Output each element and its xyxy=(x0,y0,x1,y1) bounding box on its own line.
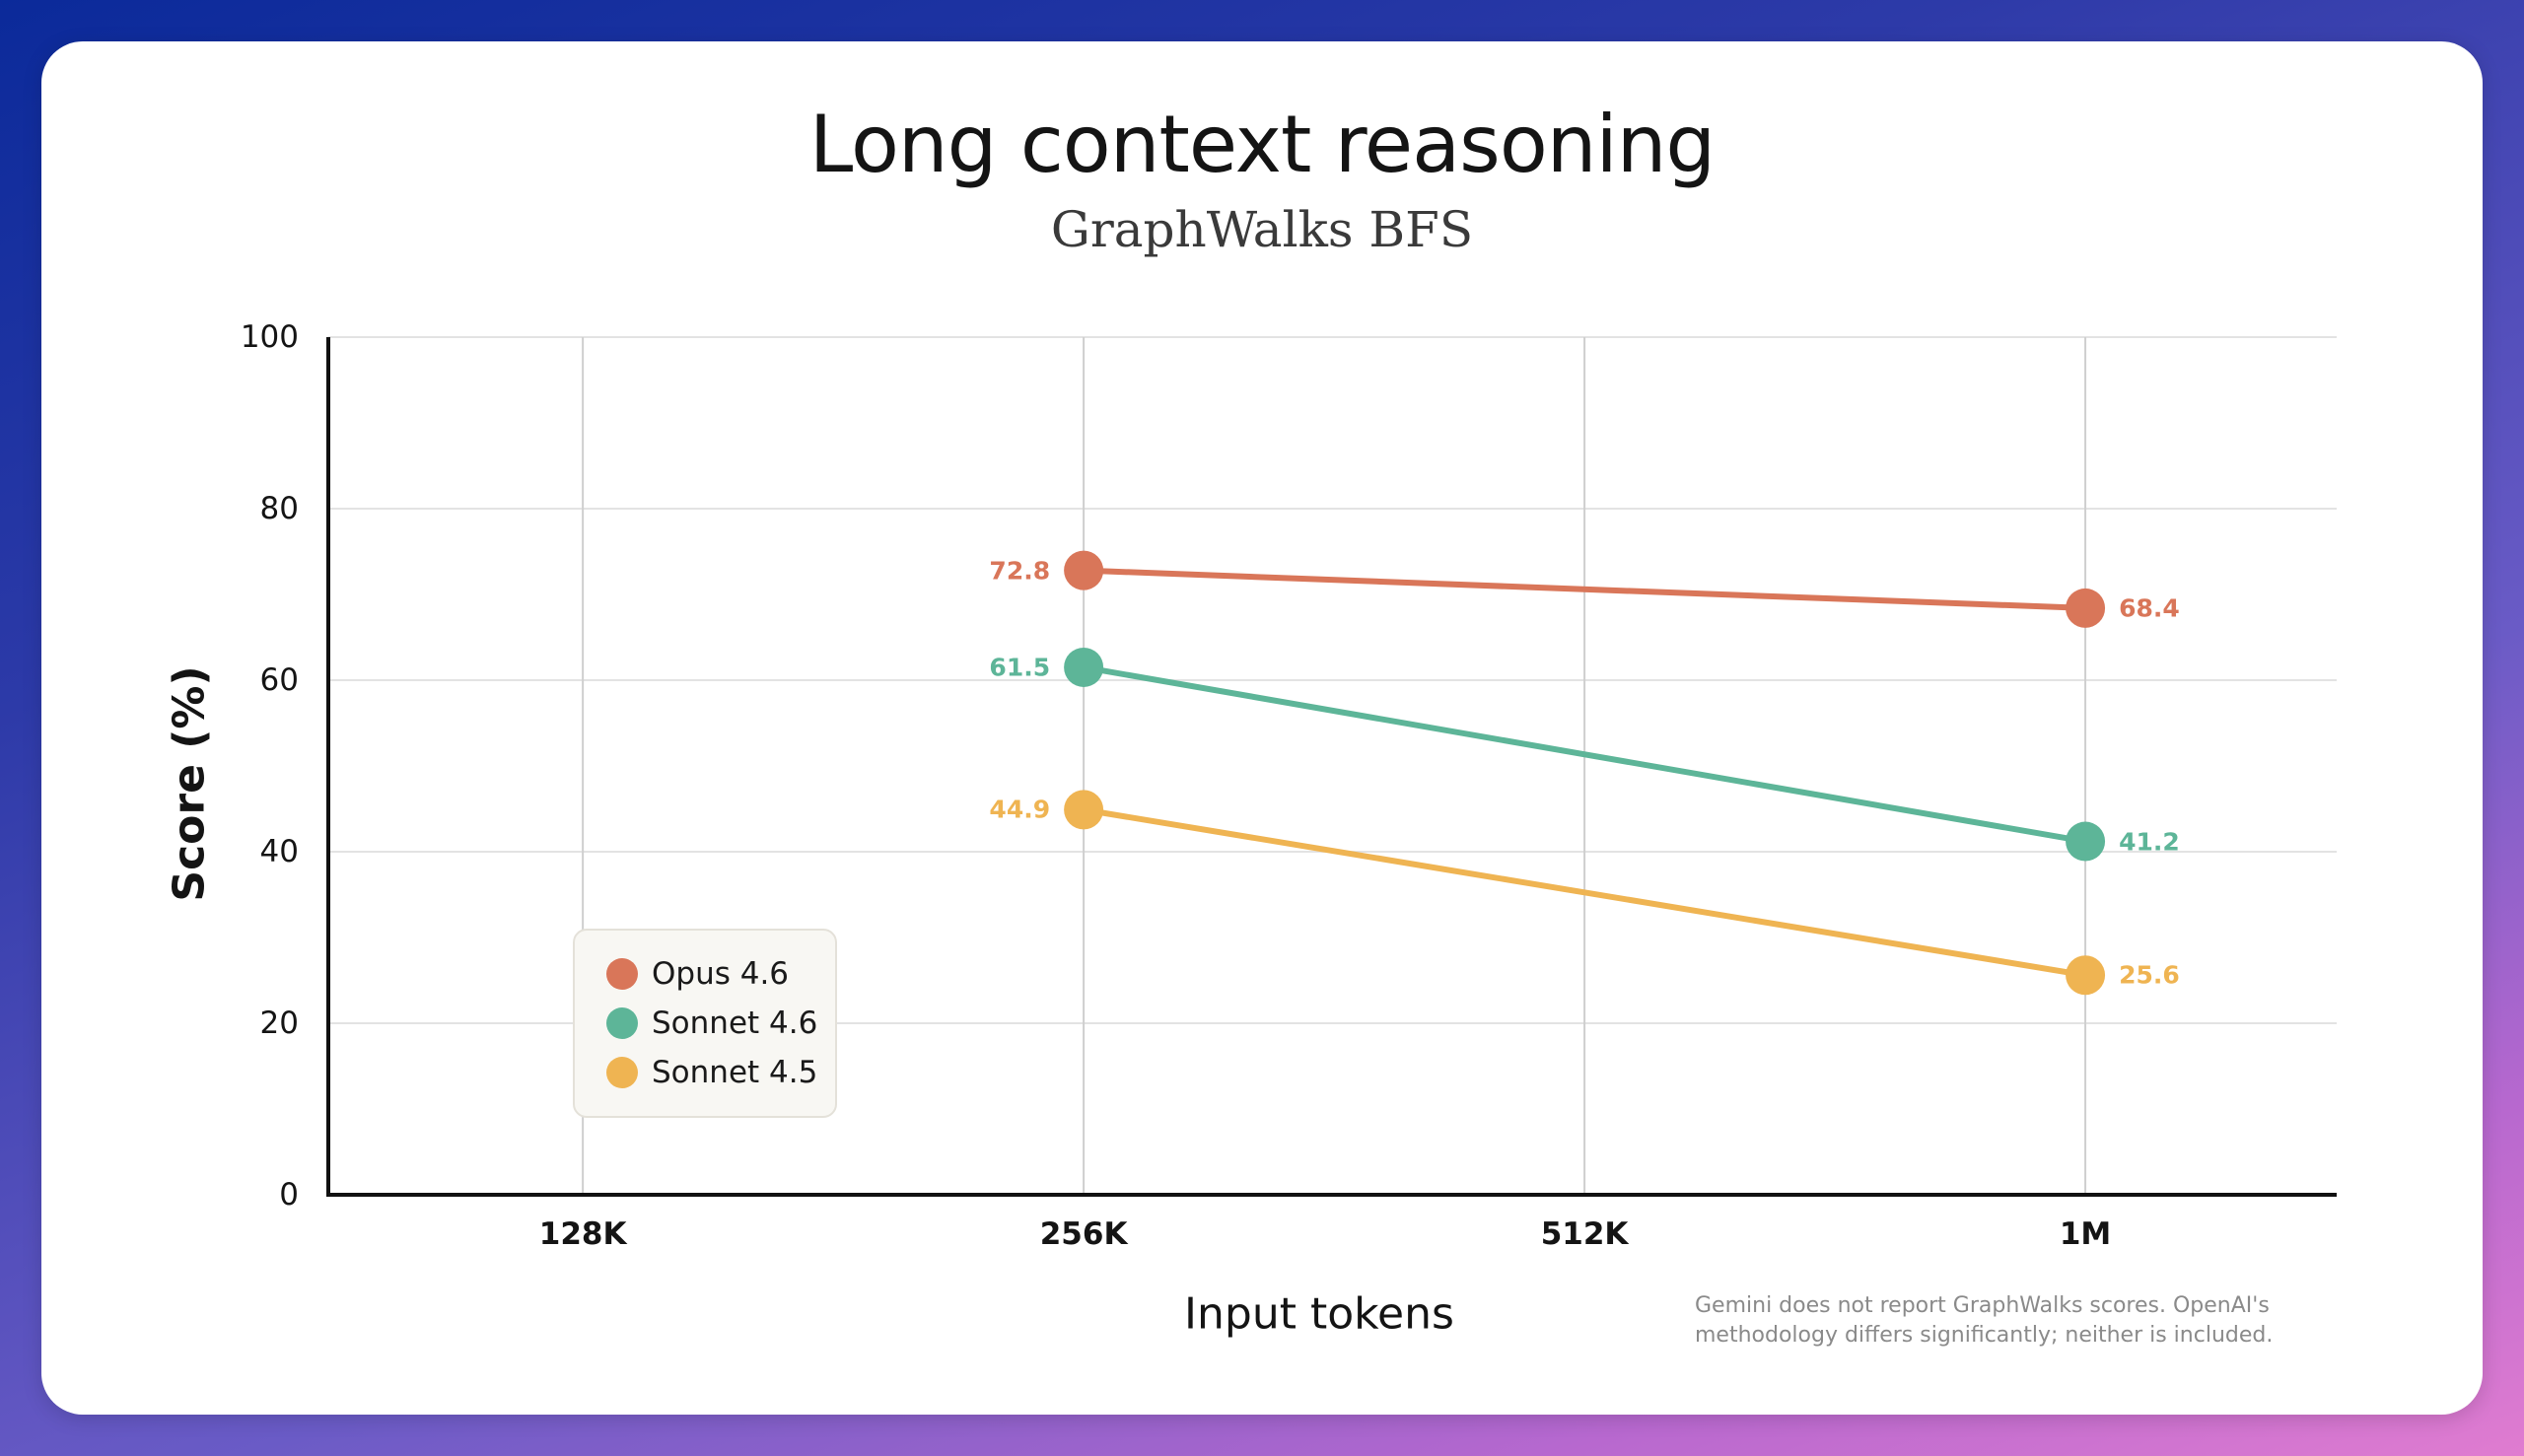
data-label: 72.8 xyxy=(989,556,1051,586)
series-line xyxy=(1081,806,2089,979)
legend-label: Sonnet 4.5 xyxy=(652,1055,818,1090)
x-tick-label: 1M xyxy=(2059,1216,2112,1252)
legend-marker-opus-4-6 xyxy=(606,958,638,990)
data-label: 25.6 xyxy=(2119,960,2180,990)
chart-subtitle: GraphWalks BFS xyxy=(1050,201,1474,258)
data-label: 44.9 xyxy=(989,795,1051,824)
y-tick-label: 80 xyxy=(259,491,299,526)
data-point xyxy=(2066,588,2106,628)
y-tick-label: 60 xyxy=(259,662,299,698)
data-point xyxy=(2066,821,2106,862)
data-point xyxy=(1064,790,1104,830)
series-line xyxy=(1081,567,2089,611)
y-tick-label: 40 xyxy=(259,834,299,869)
footnote: Gemini does not report GraphWalks scores… xyxy=(1695,1293,2274,1348)
legend-marker-sonnet-4-6 xyxy=(606,1007,638,1039)
chart-title: Long context reasoning xyxy=(808,99,1716,190)
legend-item-sonnet-4-6: Sonnet 4.6 xyxy=(606,1004,817,1043)
x-tick-label: 256K xyxy=(1039,1216,1128,1252)
legend: Opus 4.6 Sonnet 4.6 Sonnet 4.5 xyxy=(573,929,837,1118)
legend-item-sonnet-4-5: Sonnet 4.5 xyxy=(606,1053,817,1092)
legend-label: Sonnet 4.6 xyxy=(652,1005,818,1041)
data-point xyxy=(1064,550,1104,590)
y-tick-label: 100 xyxy=(240,319,299,355)
x-tick-label: 128K xyxy=(538,1216,627,1252)
data-label: 61.5 xyxy=(989,653,1051,682)
data-label: 68.4 xyxy=(2119,593,2180,623)
x-tick-label: 512K xyxy=(1540,1216,1629,1252)
series-line xyxy=(1081,663,2089,845)
data-point xyxy=(2066,955,2106,996)
chart-card xyxy=(41,41,2483,1415)
x-axis-label: Input tokens xyxy=(1184,1288,1454,1340)
legend-label: Opus 4.6 xyxy=(652,956,790,992)
legend-marker-sonnet-4-5 xyxy=(606,1057,638,1088)
data-label: 41.2 xyxy=(2119,827,2180,857)
y-axis-label: Score (%) xyxy=(164,665,215,902)
y-tick-label: 0 xyxy=(279,1177,299,1213)
legend-item-opus-4-6: Opus 4.6 xyxy=(606,954,789,994)
data-point xyxy=(1064,647,1104,687)
y-tick-label: 20 xyxy=(259,1005,299,1041)
